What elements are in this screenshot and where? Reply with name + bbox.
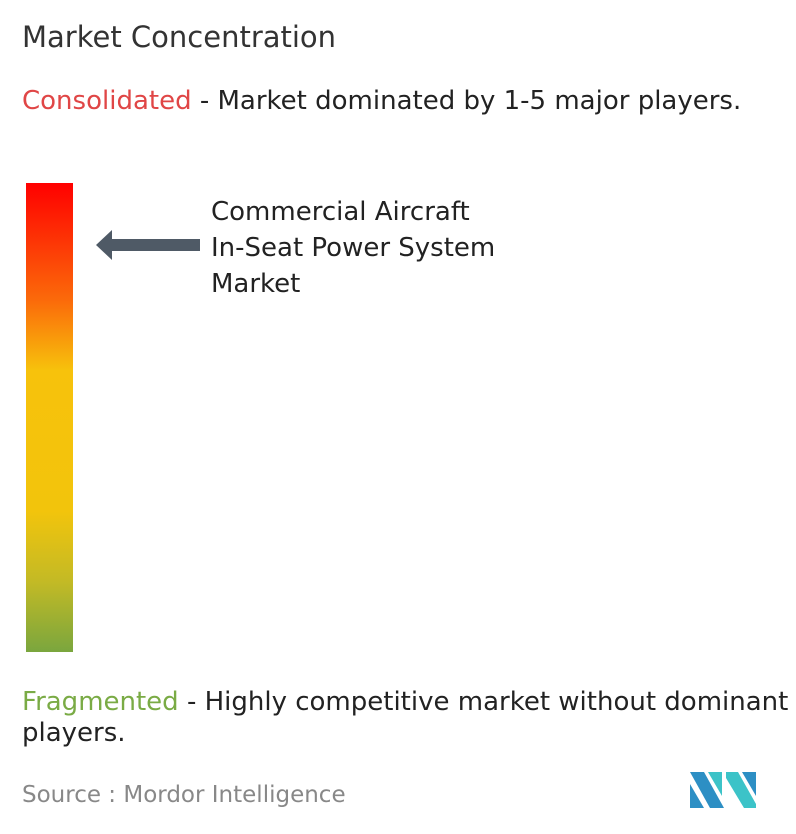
mordor-intelligence-logo-icon: [690, 772, 756, 808]
consolidated-label: Consolidated: [22, 86, 192, 116]
market-name: Commercial Aircraft In-Seat Power System…: [211, 194, 495, 302]
market-name-line: Commercial Aircraft: [211, 197, 470, 227]
market-name-line: Market: [211, 269, 301, 299]
concentration-gradient-bar: [26, 183, 73, 652]
market-position-arrow-icon: [96, 230, 200, 260]
consolidated-text: - Market dominated by 1-5 major players.: [191, 86, 742, 116]
page-title: Market Concentration: [22, 20, 337, 54]
source-text: Source : Mordor Intelligence: [22, 782, 346, 808]
fragmented-text: - Highly competitive market without domi…: [22, 687, 789, 748]
fragmented-label: Fragmented: [22, 687, 179, 717]
consolidated-description: Consolidated - Market dominated by 1-5 m…: [22, 86, 792, 117]
fragmented-description: Fragmented - Highly competitive market w…: [22, 687, 792, 749]
market-name-line: In-Seat Power System: [211, 233, 496, 263]
